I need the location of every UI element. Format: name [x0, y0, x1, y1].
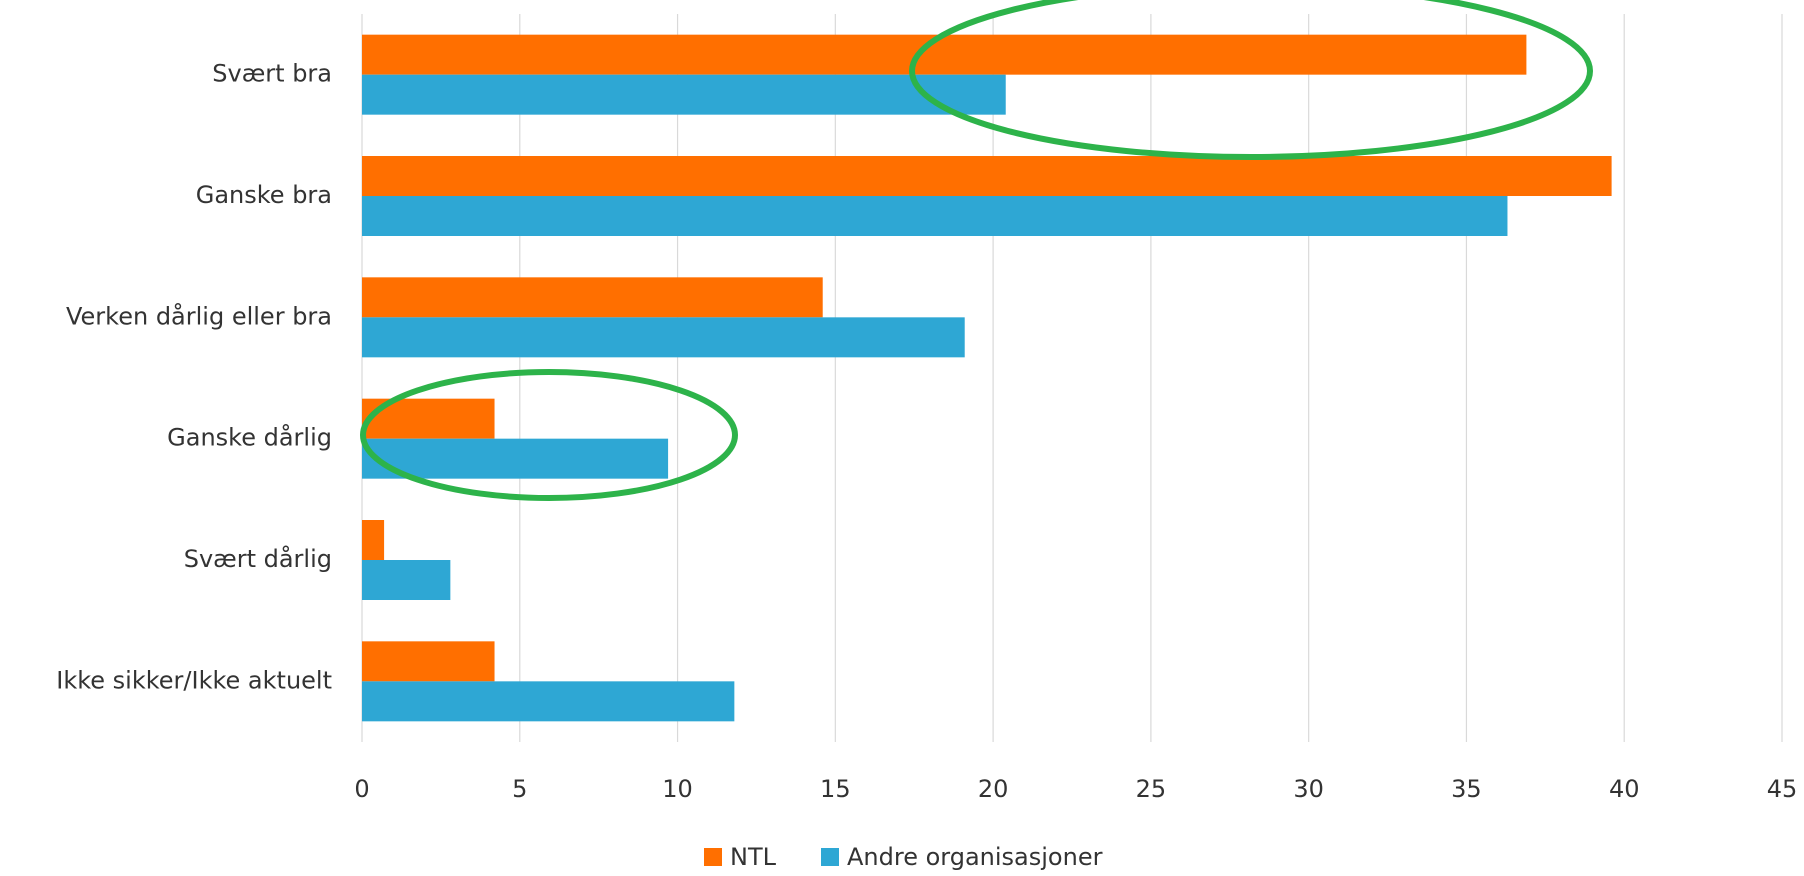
bar — [362, 277, 823, 318]
legend-label: Andre organisasjoner — [847, 843, 1103, 871]
bar — [362, 196, 1508, 236]
x-tick-label: 40 — [1609, 775, 1640, 803]
legend-swatch — [704, 848, 722, 866]
y-tick-label: Ikke sikker/Ikke aktuelt — [56, 666, 332, 694]
highlight-ellipse — [360, 369, 738, 501]
legend-label: NTL — [730, 843, 777, 871]
x-tick-label: 30 — [1293, 775, 1324, 803]
x-tick-label: 10 — [662, 775, 693, 803]
x-tick-label: 35 — [1451, 775, 1482, 803]
y-tick-label: Svært bra — [212, 60, 332, 88]
bar — [362, 317, 965, 358]
x-tick-label: 25 — [1136, 775, 1167, 803]
legend-swatch — [821, 848, 839, 866]
x-tick-label: 0 — [354, 775, 369, 803]
x-tick-label: 5 — [512, 775, 527, 803]
legend-item: Andre organisasjoner — [821, 843, 1103, 871]
bar — [362, 438, 669, 479]
bar — [362, 560, 451, 600]
y-tick-label: Verken dårlig eller bra — [66, 301, 332, 330]
legend-item: NTL — [704, 843, 777, 871]
y-tick-label: Svært dårlig — [184, 544, 332, 573]
y-tick-label: Ganske bra — [196, 181, 332, 209]
bar — [362, 681, 735, 722]
plot-area: 0 5 10 15 20 25 30 35 40 45 Svært bra Ganske bra Ver… — [56, 14, 1797, 803]
bar — [362, 34, 1527, 75]
y-tick-label: Ganske dårlig — [167, 423, 332, 452]
bar — [362, 520, 385, 560]
bar — [362, 156, 1612, 196]
bar — [362, 641, 495, 682]
x-tick-label: 45 — [1767, 775, 1798, 803]
x-tick-label: 15 — [820, 775, 851, 803]
bar — [362, 74, 1006, 115]
highlight-ellipse — [909, 0, 1593, 160]
x-tick-label: 20 — [978, 775, 1009, 803]
